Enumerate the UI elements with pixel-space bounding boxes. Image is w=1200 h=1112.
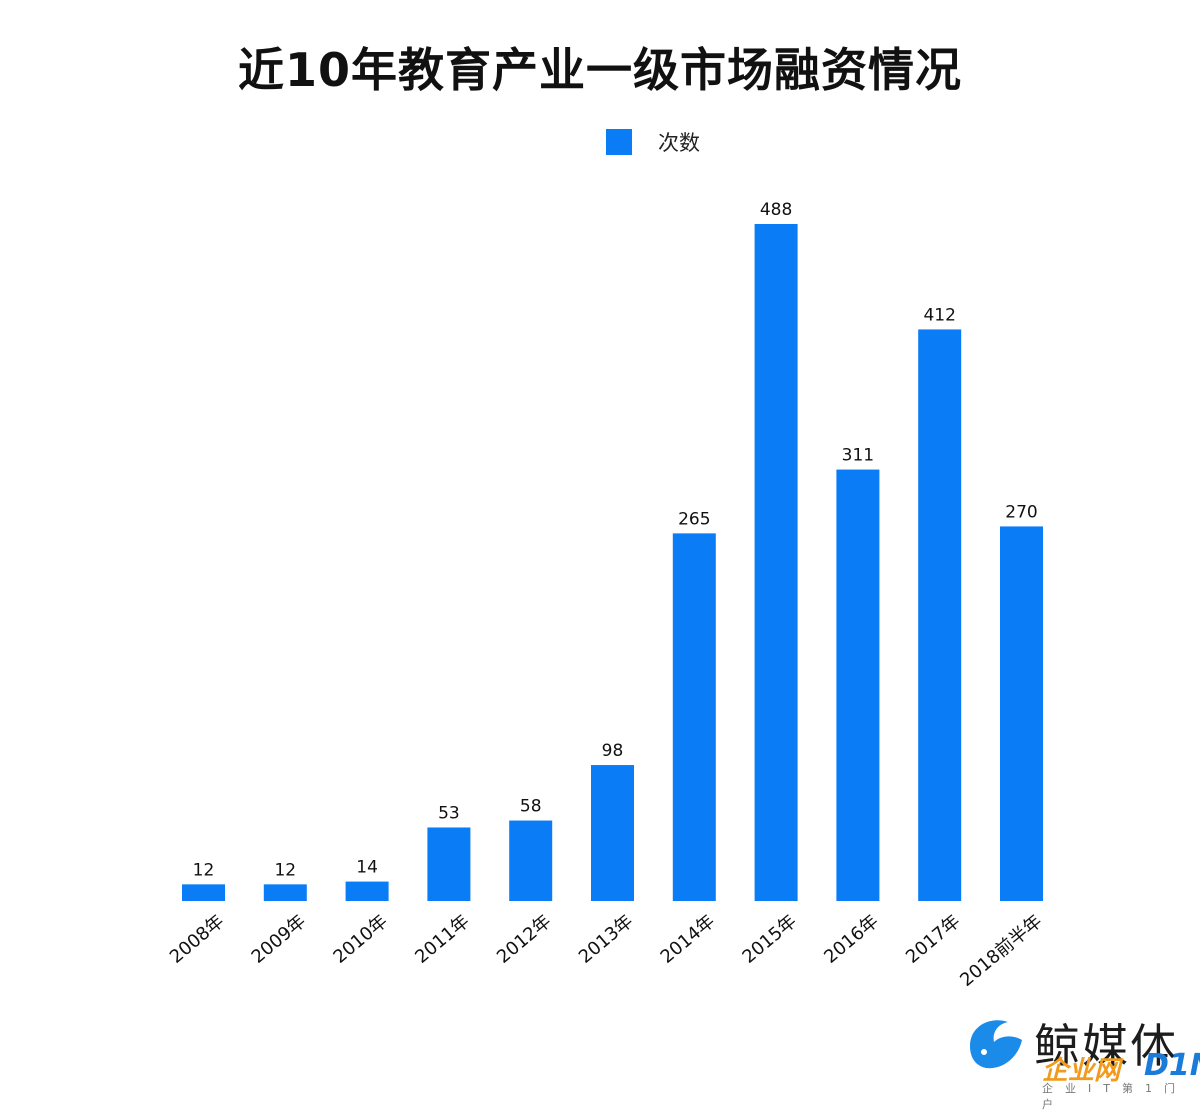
bar-2009年 — [263, 884, 307, 901]
x-tick-label-2016年: 2016年 — [820, 911, 882, 968]
bar-2016年 — [836, 469, 880, 901]
x-tick-label-2017年: 2017年 — [902, 911, 964, 968]
bar-2008年 — [182, 884, 225, 901]
chart-title: 近10年教育产业一级市场融资情况 — [237, 43, 962, 97]
data-label-2013年: 98 — [602, 741, 624, 761]
x-tick-label-2013年: 2013年 — [575, 911, 637, 968]
x-tick-label-2008年: 2008年 — [166, 911, 228, 968]
x-tick-label-2012年: 2012年 — [493, 911, 555, 968]
bar-2013年 — [591, 765, 634, 901]
watermark-sub-text: 企业网 — [1042, 1056, 1121, 1086]
data-label-2010年: 14 — [356, 858, 378, 878]
watermark: 鲸媒体 企业网 D1Net 企业IT第1门户 — [964, 1010, 1200, 1111]
data-label-2012年: 58 — [520, 797, 542, 817]
data-label-2014年: 265 — [678, 509, 710, 529]
watermark-brand: D1Net — [1144, 1048, 1200, 1083]
legend-swatch — [606, 129, 632, 155]
bar-2010年 — [345, 881, 389, 901]
whale-logo-icon — [970, 1020, 1022, 1069]
bar-2012年 — [509, 820, 553, 901]
data-label-2016年: 311 — [842, 446, 874, 466]
watermark-tagline: 企业IT第1门户 — [1042, 1082, 1187, 1111]
bar-2014年 — [672, 533, 716, 901]
x-tick-label-2014年: 2014年 — [657, 911, 719, 968]
x-tick-label-2010年: 2010年 — [329, 911, 391, 968]
bar-2015年 — [754, 224, 798, 901]
x-tick-label-2015年: 2015年 — [738, 911, 800, 968]
data-label-2017年: 412 — [923, 305, 955, 325]
data-label-2008年: 12 — [193, 860, 215, 880]
bar-2018前半年 — [1000, 526, 1043, 901]
watermark-logo-text: 鲸媒体 — [1034, 1019, 1178, 1073]
data-label-2009年: 12 — [274, 860, 296, 880]
bar-2017年 — [918, 329, 962, 901]
legend: 次数 — [606, 128, 700, 156]
x-tick-label-2011年: 2011年 — [411, 911, 473, 968]
bar-2011年 — [427, 827, 471, 901]
data-label-2011年: 53 — [438, 803, 460, 823]
legend-label: 次数 — [658, 131, 700, 155]
data-label-2018前半年: 270 — [1005, 502, 1037, 522]
data-label-2015年: 488 — [760, 200, 792, 220]
x-tick-label-2009年: 2009年 — [248, 911, 310, 968]
x-tick-label-2018前半年: 2018前半年 — [956, 911, 1046, 991]
